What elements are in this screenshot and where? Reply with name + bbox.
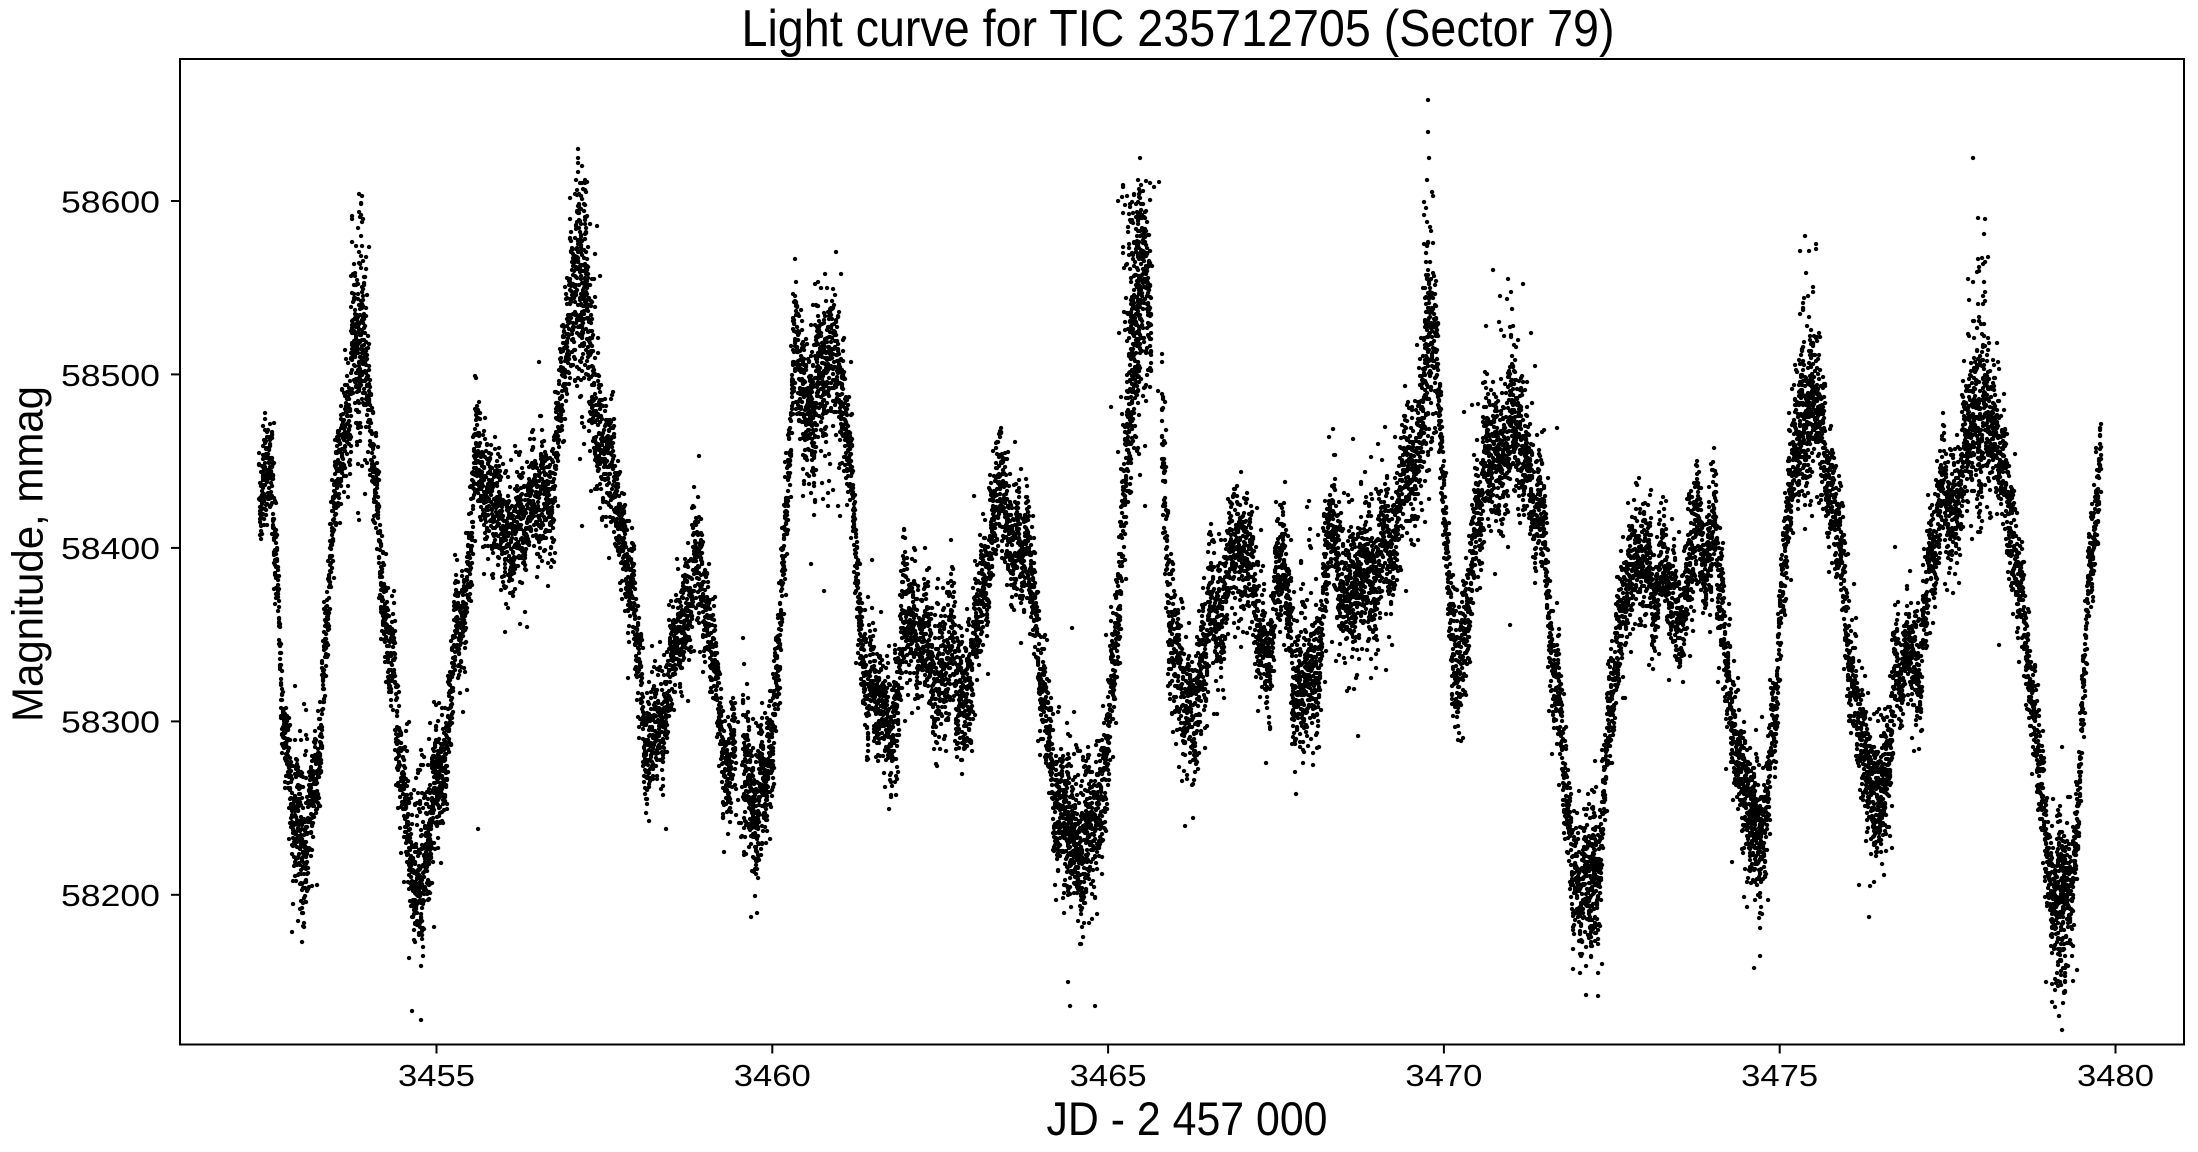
svg-text:3470: 3470 — [1405, 1058, 1482, 1093]
svg-text:3465: 3465 — [1070, 1058, 1147, 1093]
svg-text:3480: 3480 — [2077, 1058, 2154, 1093]
svg-text:3455: 3455 — [398, 1058, 475, 1093]
svg-text:58300: 58300 — [61, 705, 160, 740]
svg-text:58500: 58500 — [61, 358, 160, 393]
svg-text:3475: 3475 — [1741, 1058, 1818, 1093]
svg-text:Magnitude, mmag: Magnitude, mmag — [4, 386, 53, 722]
svg-text:3460: 3460 — [734, 1058, 811, 1093]
svg-text:58600: 58600 — [61, 184, 160, 219]
svg-text:58200: 58200 — [61, 878, 160, 913]
svg-text:JD - 2 457 000: JD - 2 457 000 — [1047, 1092, 1328, 1145]
svg-text:Light curve for TIC 235712705: Light curve for TIC 235712705 (Sector 79… — [742, 0, 1615, 58]
svg-text:58400: 58400 — [61, 531, 160, 566]
